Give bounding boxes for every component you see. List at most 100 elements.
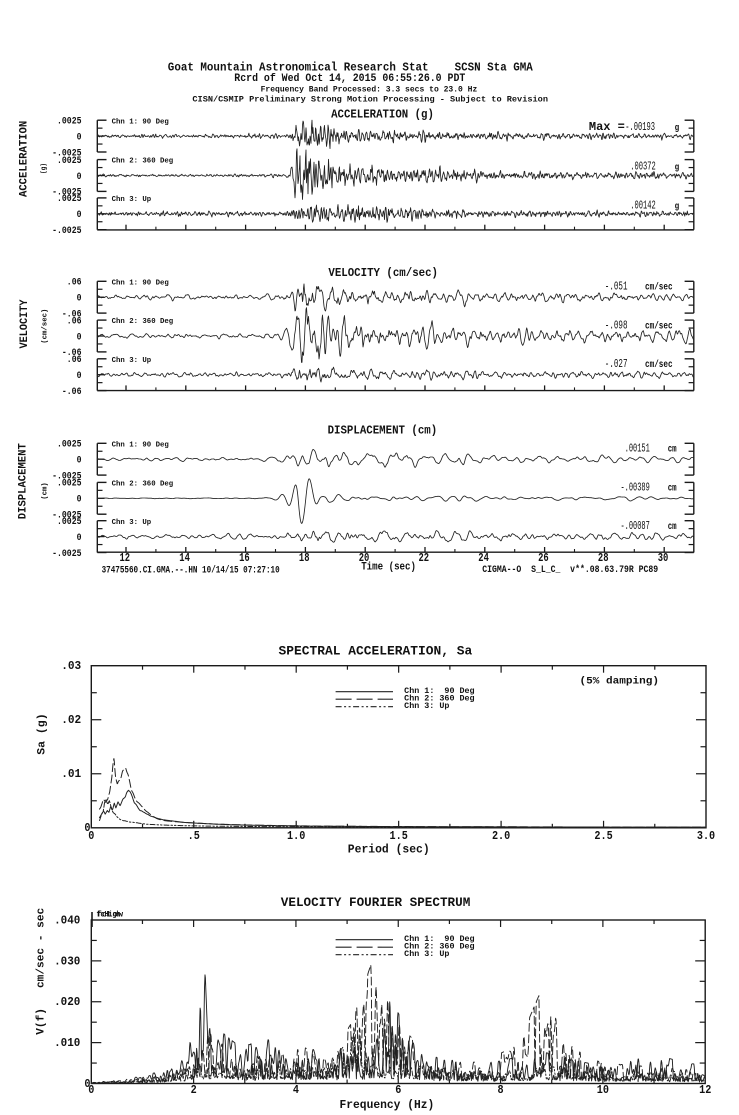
svg-text:CISN/CSMIP Preliminary Strong: CISN/CSMIP Preliminary Strong Motion Pro… xyxy=(192,94,548,104)
svg-text:2: 2 xyxy=(191,1083,197,1097)
svg-text:6: 6 xyxy=(395,1083,401,1097)
svg-text:(cm/sec): (cm/sec) xyxy=(41,309,49,344)
svg-text:fcHigh: fcHigh xyxy=(97,910,121,920)
svg-text:SPECTRAL ACCELERATION, Sa: SPECTRAL ACCELERATION, Sa xyxy=(279,644,473,659)
svg-text:Period (sec): Period (sec) xyxy=(348,842,430,856)
svg-text:.0025: .0025 xyxy=(57,116,82,128)
svg-text:.02: .02 xyxy=(61,713,81,727)
svg-text:-.06: -.06 xyxy=(62,386,82,398)
svg-text:28: 28 xyxy=(598,551,609,565)
svg-text:VELOCITY FOURIER SPECTRUM: VELOCITY FOURIER SPECTRUM xyxy=(281,895,471,910)
svg-text:(cm): (cm) xyxy=(41,482,49,500)
svg-text:0: 0 xyxy=(88,829,94,843)
svg-text:VELOCITY: VELOCITY xyxy=(19,299,31,349)
svg-text:Chn 2: 360 Deg: Chn 2: 360 Deg xyxy=(112,158,174,166)
svg-text:1.5: 1.5 xyxy=(390,829,408,843)
svg-text:.040: .040 xyxy=(54,913,80,927)
svg-text:12: 12 xyxy=(120,551,131,565)
svg-text:.03: .03 xyxy=(61,659,81,673)
svg-text:g: g xyxy=(675,201,680,212)
svg-text:-.0025: -.0025 xyxy=(52,187,81,199)
svg-text:37475560.CI.GMA.--.HN 10/14/15: 37475560.CI.GMA.--.HN 10/14/15 07:27:10 xyxy=(102,564,280,576)
svg-text:Time (sec): Time (sec) xyxy=(361,561,416,573)
svg-text:.0025: .0025 xyxy=(57,193,82,205)
svg-text:8: 8 xyxy=(498,1083,504,1097)
svg-text:Goat Mountain Astronomical Res: Goat Mountain Astronomical Research Stat… xyxy=(168,61,533,74)
svg-text:0: 0 xyxy=(84,821,90,835)
svg-text:2.5: 2.5 xyxy=(594,829,612,843)
svg-text:-.0025: -.0025 xyxy=(52,548,81,560)
svg-text:.020: .020 xyxy=(54,995,80,1009)
svg-text:fcLow: fcLow xyxy=(97,910,124,920)
svg-text:cm/sec: cm/sec xyxy=(645,321,673,333)
svg-text:-.0025: -.0025 xyxy=(52,470,81,482)
svg-text:.010: .010 xyxy=(54,1036,80,1050)
svg-text:Chn 2: 360 Deg: Chn 2: 360 Deg xyxy=(112,481,174,489)
svg-text:-.0025: -.0025 xyxy=(52,225,81,237)
svg-text:Rcrd of Wed Oct 14, 2015 06:55: Rcrd of Wed Oct 14, 2015 06:55:26.0 PDT xyxy=(234,73,465,85)
svg-text:Chn 3: Up: Chn 3: Up xyxy=(112,519,152,527)
svg-text:Chn 3: Up: Chn 3: Up xyxy=(112,196,152,204)
svg-text:0: 0 xyxy=(77,171,82,183)
svg-text:-.027: -.027 xyxy=(605,357,628,371)
svg-text:DISPLACEMENT: DISPLACEMENT xyxy=(18,443,30,520)
svg-text:24: 24 xyxy=(478,551,489,565)
svg-text:-.00087: -.00087 xyxy=(621,519,650,533)
svg-text:DISPLACEMENT (cm): DISPLACEMENT (cm) xyxy=(328,424,438,438)
svg-text:cm/sec: cm/sec xyxy=(645,359,673,371)
svg-text:Chn 1: 90 Deg: Chn 1: 90 Deg xyxy=(404,935,475,944)
svg-text:.5: .5 xyxy=(188,829,200,843)
svg-text:ACCELERATION: ACCELERATION xyxy=(18,121,30,197)
svg-text:-.00389: -.00389 xyxy=(621,481,650,495)
svg-text:0: 0 xyxy=(77,494,82,506)
svg-text:Chn 1: 90 Deg: Chn 1: 90 Deg xyxy=(404,687,475,696)
svg-text:(g): (g) xyxy=(41,163,49,174)
svg-text:.030: .030 xyxy=(54,954,80,968)
svg-text:Chn 2: 360 Deg: Chn 2: 360 Deg xyxy=(404,694,475,703)
svg-text:.0025: .0025 xyxy=(57,155,82,167)
svg-text:.06: .06 xyxy=(67,315,82,327)
svg-text:0: 0 xyxy=(77,331,82,343)
svg-text:-.00193: -.00193 xyxy=(625,120,655,134)
svg-text:.0025: .0025 xyxy=(57,516,82,528)
svg-text:-.0025: -.0025 xyxy=(52,147,81,159)
svg-text:Chn 2: 360 Deg: Chn 2: 360 Deg xyxy=(404,942,475,951)
svg-text:0: 0 xyxy=(77,209,82,221)
svg-text:0: 0 xyxy=(77,455,82,467)
svg-text:.00372: .00372 xyxy=(630,160,656,174)
svg-text:-.06: -.06 xyxy=(62,308,82,320)
svg-text:-.06: -.06 xyxy=(62,347,82,359)
svg-text:.0025: .0025 xyxy=(57,478,82,490)
svg-text:-.098: -.098 xyxy=(605,319,628,333)
svg-text:Max =: Max = xyxy=(589,120,625,134)
svg-text:Sa (g): Sa (g) xyxy=(37,713,49,754)
svg-text:Frequency Band Processed: 3.3: Frequency Band Processed: 3.3 secs to 23… xyxy=(261,84,478,94)
svg-text:Frequency (Hz): Frequency (Hz) xyxy=(340,1098,435,1112)
svg-text:0: 0 xyxy=(77,293,82,305)
svg-text:cm: cm xyxy=(668,483,677,495)
svg-text:0: 0 xyxy=(77,131,82,143)
svg-text:16: 16 xyxy=(239,551,250,565)
svg-text:.06: .06 xyxy=(67,277,82,289)
svg-text:18: 18 xyxy=(299,551,310,565)
svg-text:.06: .06 xyxy=(67,354,82,366)
svg-text:ACCELERATION (g): ACCELERATION (g) xyxy=(331,108,434,122)
svg-text:4: 4 xyxy=(293,1083,299,1097)
svg-text:CIGMA--O S_L_C_ v**.08.63.79: CIGMA--O S_L_C_ v**.08.63.79R PC89 xyxy=(482,564,658,576)
svg-text:0: 0 xyxy=(88,1083,94,1097)
svg-text:.00151: .00151 xyxy=(625,441,650,455)
svg-text:Chn 2: 360 Deg: Chn 2: 360 Deg xyxy=(112,318,174,326)
svg-text:Chn 1: 90 Deg: Chn 1: 90 Deg xyxy=(112,441,170,449)
svg-text:0: 0 xyxy=(77,532,82,544)
svg-text:cm/sec: cm/sec xyxy=(645,282,673,294)
svg-text:.01: .01 xyxy=(61,767,81,781)
svg-text:VELOCITY (cm/sec): VELOCITY (cm/sec) xyxy=(328,266,438,280)
svg-text:-.051: -.051 xyxy=(605,280,628,294)
svg-text:-.0025: -.0025 xyxy=(52,510,81,522)
svg-text:14: 14 xyxy=(179,551,190,565)
svg-text:Chn 3: Up: Chn 3: Up xyxy=(404,702,449,711)
svg-text:2.0: 2.0 xyxy=(492,829,510,843)
svg-text:(5% damping): (5% damping) xyxy=(580,676,660,688)
svg-text:Chn 3: Up: Chn 3: Up xyxy=(404,950,449,959)
svg-text:Chn 3: Up: Chn 3: Up xyxy=(112,357,152,365)
